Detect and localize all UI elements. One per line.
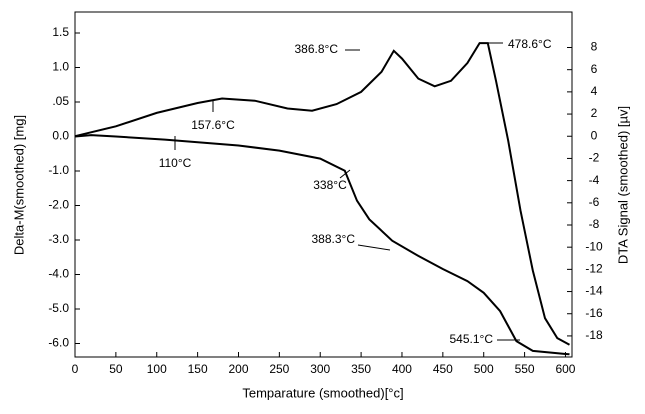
y2-tick-label: -6 bbox=[589, 195, 600, 209]
x-tick-label: 200 bbox=[228, 362, 248, 376]
y2-tick-label: -18 bbox=[585, 328, 603, 342]
y-tick-label: 1.0 bbox=[52, 60, 69, 74]
annotation-leader bbox=[339, 169, 351, 179]
y-axis-label: Delta-M(smoothed) [mg] bbox=[11, 115, 26, 255]
annotation: 545.1°C bbox=[450, 332, 494, 346]
x-axis-label: Temparature (smoothed)[°c] bbox=[242, 385, 403, 400]
y2-tick-label: -14 bbox=[585, 284, 603, 298]
y2-tick-label: -4 bbox=[589, 173, 600, 187]
y-tick-label: -2.0 bbox=[48, 198, 69, 212]
curve bbox=[74, 134, 570, 356]
y2-tick-label: 2 bbox=[591, 106, 598, 120]
y-tick-label: -1.0 bbox=[48, 163, 69, 177]
y2-tick-label: 6 bbox=[591, 62, 598, 76]
x-tick-label: 350 bbox=[351, 362, 371, 376]
y2-tick-label: -12 bbox=[585, 262, 603, 276]
annotation: 388.3°C bbox=[312, 232, 356, 246]
y-tick-label: .05 bbox=[52, 94, 69, 108]
x-tick-label: 600 bbox=[555, 362, 575, 376]
x-tick-label: 0 bbox=[72, 362, 79, 376]
y2-tick-label: -8 bbox=[589, 217, 600, 231]
y2-tick-label: 8 bbox=[591, 40, 598, 54]
y-tick-label: 1.5 bbox=[52, 25, 69, 39]
y-tick-label: 0.0 bbox=[52, 129, 69, 143]
curve bbox=[74, 42, 570, 346]
y2-axis-label: DTA Signal (smoothed) [µv] bbox=[615, 106, 630, 264]
annotation: 338°C bbox=[313, 178, 347, 192]
y2-tick-label: -16 bbox=[585, 306, 603, 320]
plot-frame bbox=[74, 11, 573, 358]
x-tick-label: 100 bbox=[147, 362, 167, 376]
x-tick-label: 250 bbox=[269, 362, 289, 376]
x-tick-label: 500 bbox=[474, 362, 494, 376]
y2-tick-label: 0 bbox=[591, 128, 598, 142]
y-tick-label: -3.0 bbox=[48, 232, 69, 246]
x-tick-label: 450 bbox=[433, 362, 453, 376]
annotation: 478.6°C bbox=[508, 37, 552, 51]
y2-tick-label: -2 bbox=[589, 151, 600, 165]
x-tick-label: 150 bbox=[188, 362, 208, 376]
y-tick-label: -5.0 bbox=[48, 301, 69, 315]
annotation-leader bbox=[357, 244, 391, 251]
y2-tick-label: 4 bbox=[591, 84, 598, 98]
annotation: 157.6°C bbox=[191, 118, 235, 132]
y-tick-label: -4.0 bbox=[48, 267, 69, 281]
x-tick-label: 50 bbox=[109, 362, 123, 376]
x-tick-label: 400 bbox=[392, 362, 412, 376]
annotation: 386.8°C bbox=[295, 42, 339, 56]
y2-tick-label: -10 bbox=[585, 239, 603, 253]
y-tick-label: -6.0 bbox=[48, 336, 69, 350]
x-tick-label: 300 bbox=[310, 362, 330, 376]
x-tick-label: 550 bbox=[515, 362, 535, 376]
annotation: 110°C bbox=[159, 156, 192, 170]
